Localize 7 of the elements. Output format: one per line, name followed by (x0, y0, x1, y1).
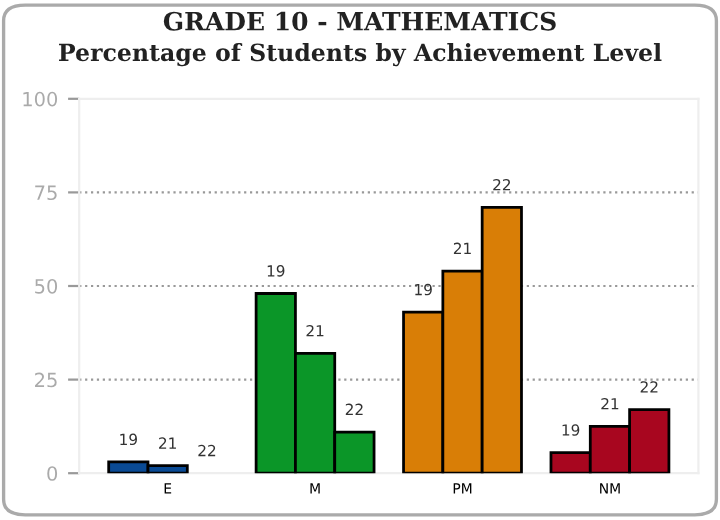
chart-title: GRADE 10 - MATHEMATICS (163, 11, 556, 31)
chart-subtitle: Percentage of Students by Achievement Level (59, 43, 662, 67)
y-tick-label: 0 (47, 466, 58, 481)
y-tick-label: 50 (35, 278, 58, 294)
y-tick-label: 100 (23, 91, 58, 107)
y-tick-label: 25 (35, 372, 57, 388)
y-tick-label: 75 (35, 185, 57, 201)
